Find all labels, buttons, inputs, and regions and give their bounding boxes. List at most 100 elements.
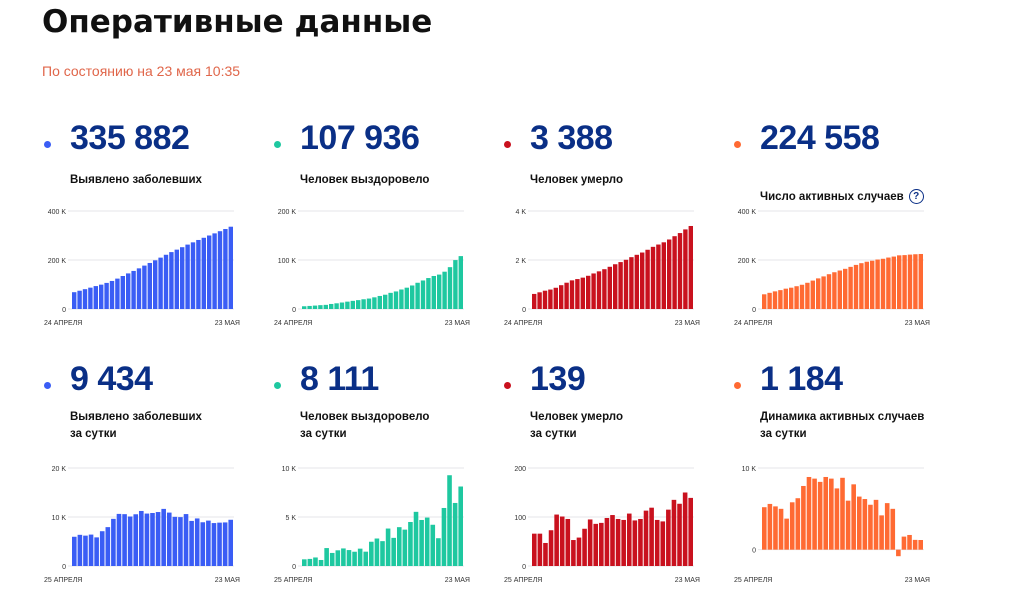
bar — [217, 231, 223, 309]
bar — [795, 498, 801, 550]
y-tick-label: 0 — [62, 307, 66, 314]
stat-card-cases-total: 335 882 Выявлено заболевших 0 200 K 400 K 2… — [44, 115, 274, 355]
bar — [361, 299, 366, 309]
chart-recovered-daily: 0 5 K 10 K 25 АПРЕЛЯ 23 МАЯ — [274, 466, 470, 584]
bar — [553, 287, 558, 309]
bar — [169, 252, 174, 309]
bar — [161, 508, 166, 566]
stat-card-recovered-daily: 8 111 Человек выздоровело за сутки 0 5 K 1… — [274, 356, 504, 596]
bar — [415, 282, 420, 309]
bar — [856, 496, 862, 550]
stat-card-deaths-total: 3 388 Человек умерло 0 2 K 4 K 24 АПРЕЛЯ 23 … — [504, 115, 734, 355]
bar — [172, 516, 178, 566]
bar — [901, 536, 907, 550]
bar — [196, 239, 201, 309]
series-dot — [44, 382, 51, 389]
y-tick-label: 5 K — [285, 515, 296, 522]
bar — [126, 273, 131, 309]
bar — [610, 515, 615, 566]
bar — [593, 523, 599, 566]
bar — [591, 273, 596, 309]
bar — [671, 499, 677, 566]
y-tick-label: 4 K — [515, 209, 526, 216]
bar — [88, 287, 93, 309]
bar — [404, 287, 409, 309]
bar — [312, 305, 318, 309]
bar — [352, 551, 357, 566]
bar — [650, 246, 656, 309]
bar — [537, 292, 542, 309]
bar — [402, 529, 408, 566]
bar — [902, 255, 907, 309]
bar — [453, 260, 458, 309]
bar — [661, 242, 666, 309]
bar — [810, 280, 815, 309]
bar — [575, 279, 580, 309]
bar — [150, 513, 155, 566]
bar — [93, 286, 98, 309]
bar — [142, 265, 147, 309]
bar — [851, 484, 856, 550]
bar — [178, 517, 183, 566]
y-tick-label: 0 — [292, 564, 296, 571]
bar — [391, 537, 396, 566]
stat-label: Выявлено заболевших — [70, 174, 202, 186]
bar — [77, 290, 82, 309]
stat-value: 3 388 — [530, 119, 613, 157]
bar — [442, 271, 447, 309]
x-axis-start-label: 24 АПРЕЛЯ — [274, 320, 312, 327]
bar — [821, 276, 826, 309]
bar — [682, 492, 688, 566]
bar — [582, 528, 587, 566]
bar — [413, 511, 419, 566]
page-title: Оперативные данные — [42, 4, 433, 40]
bar — [133, 514, 139, 566]
bar — [564, 282, 569, 309]
bar — [307, 305, 312, 309]
bar — [189, 520, 194, 566]
bar — [393, 291, 399, 309]
bar — [832, 272, 837, 309]
bar — [784, 518, 789, 550]
bar — [180, 247, 185, 309]
bar — [318, 305, 323, 309]
bar — [548, 289, 553, 309]
bar — [155, 512, 161, 566]
bar — [105, 527, 111, 566]
stat-value: 139 — [530, 360, 586, 398]
bar — [324, 548, 329, 566]
bar — [122, 514, 127, 566]
y-tick-label: 10 K — [742, 466, 757, 473]
bar — [532, 293, 537, 309]
y-tick-label: 0 — [62, 564, 66, 571]
bar — [363, 551, 369, 566]
bar — [823, 476, 829, 550]
bar — [834, 488, 840, 550]
bar — [859, 263, 864, 309]
y-tick-label: 200 K — [48, 258, 67, 265]
y-tick-label: 0 — [752, 307, 756, 314]
bar — [345, 301, 350, 309]
bar — [596, 271, 602, 309]
bar — [201, 237, 206, 309]
bar — [437, 274, 442, 309]
bar — [586, 275, 591, 309]
bar — [144, 513, 150, 566]
y-tick-label: 0 — [522, 564, 526, 571]
bar — [356, 300, 361, 309]
bar — [660, 521, 666, 566]
bar — [183, 514, 189, 566]
bar — [339, 302, 345, 309]
bar — [447, 267, 453, 309]
bar — [621, 519, 626, 566]
x-axis-end-label: 23 МАЯ — [905, 320, 930, 327]
bar — [372, 297, 377, 309]
stat-label: Человек умерло за сутки — [530, 411, 623, 440]
help-icon[interactable]: ? — [908, 189, 924, 205]
bar — [329, 552, 335, 566]
bar — [789, 502, 795, 550]
bar — [396, 527, 402, 566]
bar — [94, 537, 99, 566]
bar — [72, 536, 77, 566]
bar — [458, 486, 463, 566]
